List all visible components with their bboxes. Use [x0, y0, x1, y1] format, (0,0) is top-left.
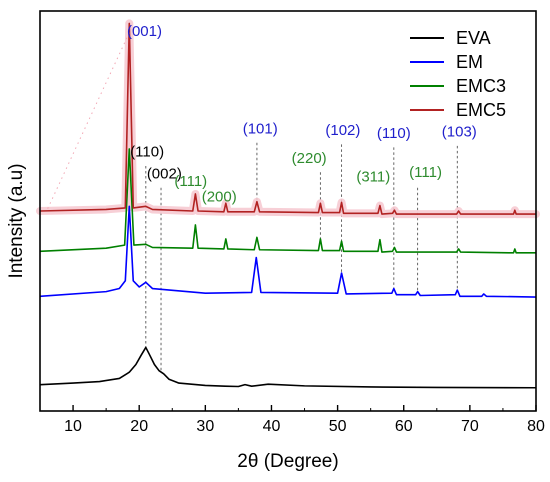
- peak-label-4: (200): [202, 189, 237, 206]
- x-tick-label-30: 30: [196, 418, 214, 435]
- series-lines: [36, 19, 540, 389]
- reference-lines: [145, 142, 458, 371]
- emc5-shadow-dots: [46, 32, 130, 212]
- series-line-emc3: [39, 148, 536, 254]
- series-line-em: [39, 205, 537, 298]
- y-axis-label: Intensity (a.u): [6, 163, 27, 278]
- legend-label-eva: EVA: [456, 28, 491, 48]
- x-tick-label-10: 10: [64, 418, 82, 435]
- x-axis-label: 2θ (Degree): [237, 451, 338, 472]
- peak-label-8: (311): [356, 169, 390, 186]
- axes: 10 20 30 40 50 60 70 80: [39, 10, 545, 435]
- series-line-eva: [39, 346, 537, 389]
- peak-label-0: (001): [127, 23, 162, 40]
- legend-label-em: EM: [456, 52, 483, 72]
- x-tick-label-20: 20: [130, 418, 148, 435]
- peak-label-5: (101): [243, 120, 278, 137]
- x-tick-label-80: 80: [527, 418, 545, 435]
- peak-label-11: (103): [442, 124, 477, 141]
- x-tick-label-70: 70: [461, 418, 479, 435]
- peak-annotations: (001)(110)(002)(111)(200)(101)(220)(102)…: [127, 23, 477, 206]
- x-tick-label-50: 50: [329, 418, 347, 435]
- legend: EVA EM EMC3 EMC5: [410, 28, 506, 120]
- peak-label-9: (110): [377, 125, 411, 142]
- legend-label-emc3: EMC3: [456, 76, 506, 96]
- plot-frame: [39, 10, 537, 412]
- peak-label-2: (002): [147, 165, 182, 182]
- legend-label-emc5: EMC5: [456, 100, 506, 120]
- x-tick-label-40: 40: [263, 418, 281, 435]
- series-line-emc5: [39, 22, 536, 215]
- peak-label-10: (111): [409, 164, 442, 181]
- peak-label-3: (111): [174, 173, 207, 190]
- peak-label-6: (220): [292, 150, 327, 167]
- x-tick-label-60: 60: [395, 418, 413, 435]
- peak-label-7: (102): [325, 122, 360, 139]
- peak-label-1: (110): [130, 144, 164, 161]
